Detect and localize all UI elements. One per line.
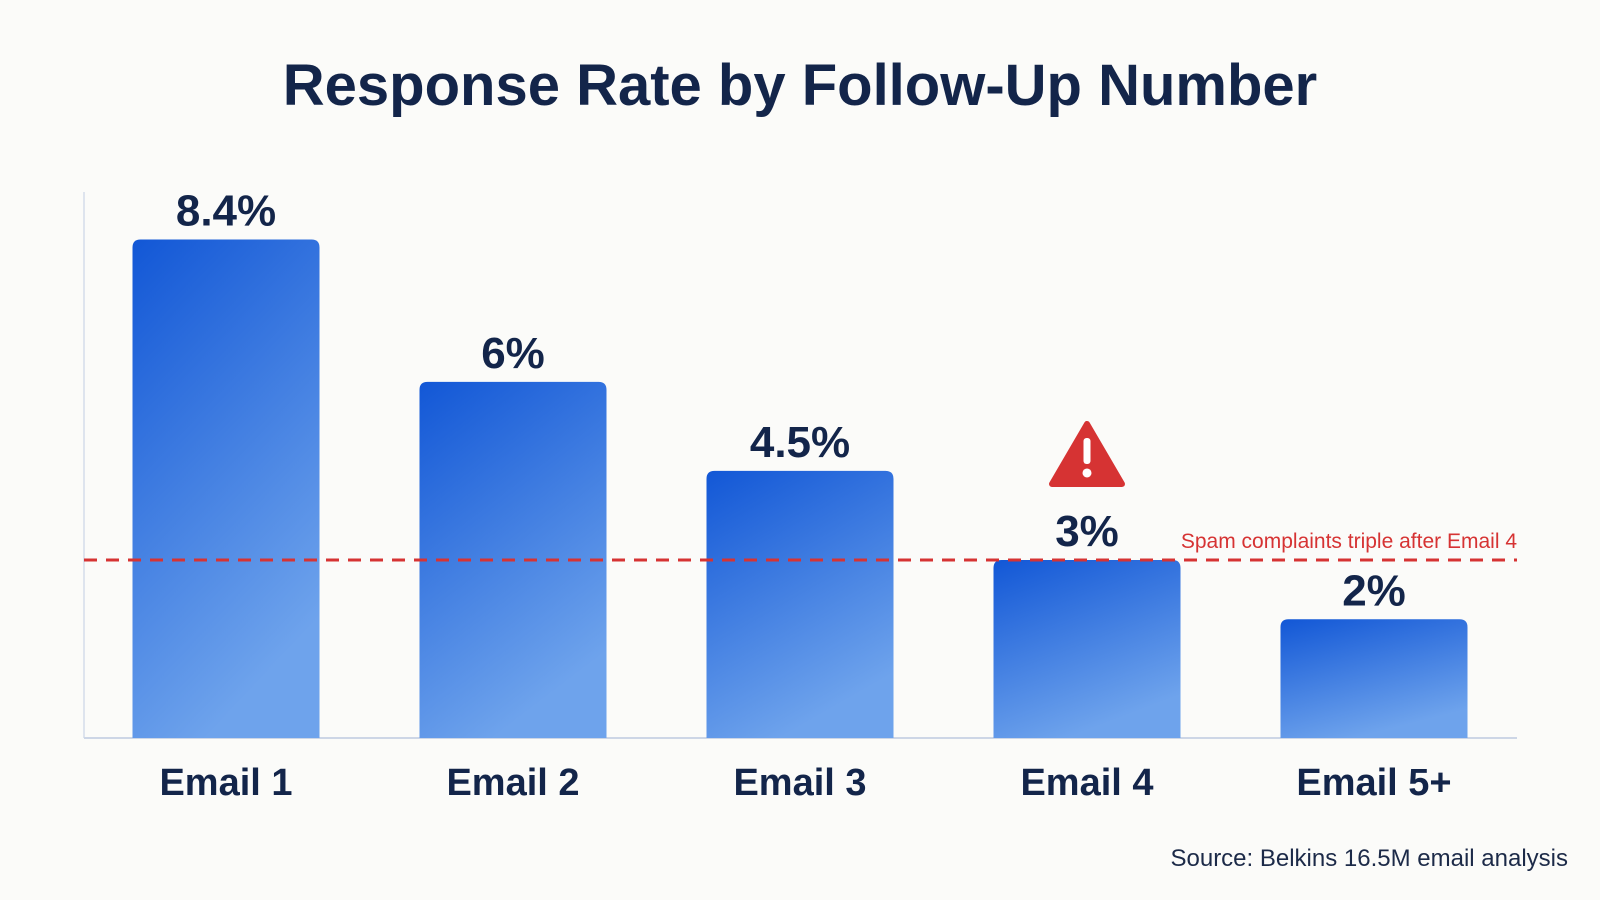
- x-tick-label: Email 4: [1020, 762, 1153, 804]
- bar-3: [706, 470, 894, 738]
- data-label: 3%: [1055, 507, 1119, 556]
- bar-1: [132, 239, 320, 738]
- reference-line-label: Spam complaints triple after Email 4: [1181, 530, 1517, 553]
- bar-4: [993, 559, 1181, 738]
- x-tick-label: Email 2: [446, 762, 579, 804]
- data-label: 4.5%: [750, 418, 850, 467]
- data-label: 8.4%: [176, 186, 276, 235]
- source-note: Source: Belkins 16.5M email analysis: [1170, 845, 1568, 872]
- warning-triangle-icon: [1049, 420, 1125, 487]
- data-label: 6%: [481, 329, 545, 378]
- bar-5: [1280, 619, 1468, 738]
- x-tick-label: Email 1: [159, 762, 292, 804]
- x-tick-label: Email 3: [733, 762, 866, 804]
- data-label: 2%: [1342, 566, 1406, 615]
- chart-title: Response Rate by Follow-Up Number: [282, 53, 1318, 118]
- x-tick-label: Email 5+: [1296, 762, 1451, 804]
